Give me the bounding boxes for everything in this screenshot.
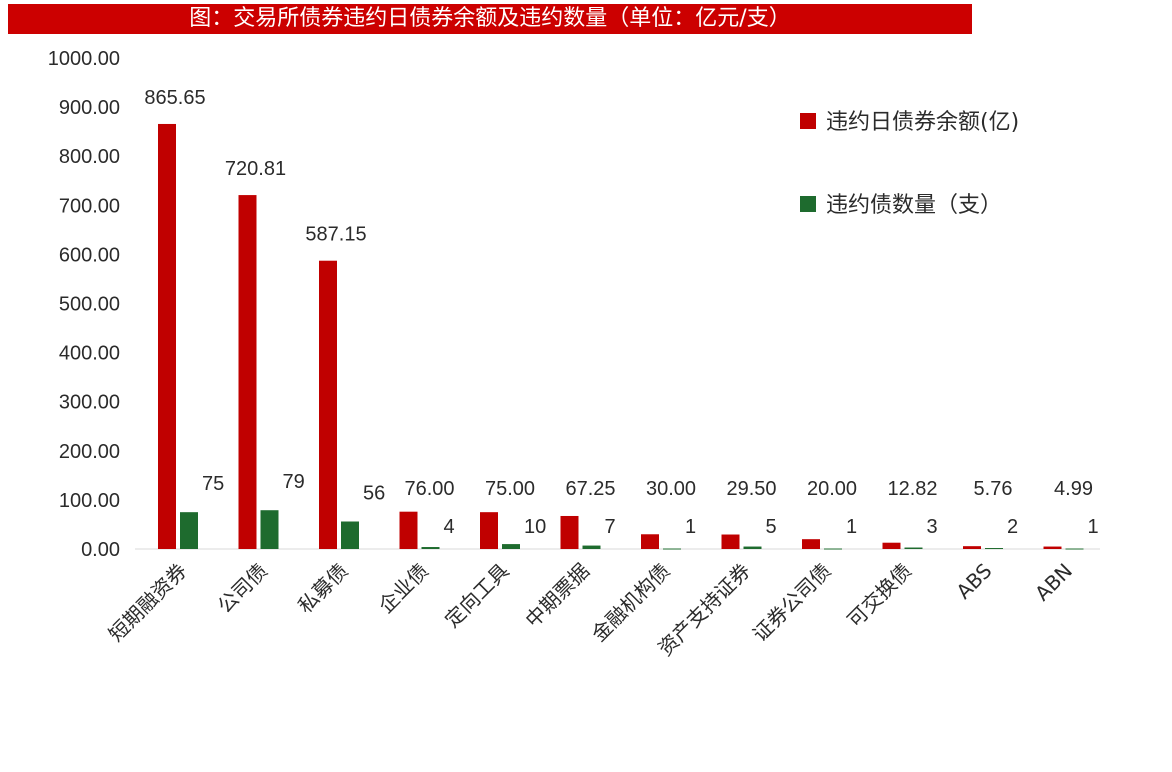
- legend-item: 违约日债券余额(亿): [800, 110, 1019, 135]
- data-label-count: 1: [685, 516, 696, 538]
- y-tick-label: 300.00: [59, 392, 120, 414]
- data-label-count: 56: [363, 483, 385, 505]
- bars: [158, 123, 1084, 550]
- category-label: ABN: [1030, 559, 1077, 606]
- y-tick-label: 0.00: [81, 539, 120, 561]
- y-tick-label: 900.00: [59, 97, 120, 119]
- bar-count: [824, 548, 842, 550]
- data-label-balance: 587.15: [305, 224, 366, 246]
- bar-count: [1065, 548, 1084, 550]
- bar-balance: [641, 534, 659, 549]
- data-label-count: 5: [766, 516, 777, 538]
- data-label-balance: 76.00: [404, 478, 454, 500]
- data-label-count: 79: [283, 471, 305, 493]
- bar-balance: [1043, 546, 1062, 549]
- data-label-count: 3: [927, 516, 938, 538]
- data-label-balance: 4.99: [1054, 478, 1093, 500]
- category-label: 公司债: [213, 559, 272, 618]
- bar-count: [985, 548, 1003, 550]
- bar-count: [180, 512, 198, 549]
- bar-count: [502, 544, 520, 549]
- bar-count: [663, 548, 681, 550]
- category-label: 中期票据: [520, 559, 594, 633]
- legend-item: 违约债数量（支）: [800, 193, 1002, 218]
- bar-balance: [560, 515, 579, 549]
- bar-balance: [963, 546, 981, 549]
- data-label-count: 4: [444, 516, 455, 538]
- bar-balance: [238, 195, 257, 550]
- y-tick-label: 600.00: [59, 244, 120, 266]
- data-label-balance: 865.65: [144, 87, 205, 109]
- data-label-balance: 12.82: [887, 478, 937, 500]
- bar-balance: [399, 511, 418, 549]
- y-tick-label: 800.00: [59, 146, 120, 168]
- y-tick-label: 100.00: [59, 490, 120, 512]
- data-label-count: 75: [202, 473, 224, 495]
- chart-title: 图：交易所债券违约日债券余额及违约数量（单位：亿元/支）: [8, 4, 972, 34]
- y-tick-label: 400.00: [59, 343, 120, 365]
- bar-count: [582, 545, 601, 549]
- category-label: 企业债: [374, 559, 433, 618]
- bar-count: [341, 521, 359, 549]
- data-label-balance: 29.50: [726, 478, 776, 500]
- bar-count: [260, 510, 279, 549]
- legend-label: 违约债数量（支）: [826, 193, 1002, 218]
- bar-count: [743, 546, 762, 549]
- legend-swatch: [800, 196, 816, 212]
- bar-balance: [802, 539, 820, 549]
- data-label-balance: 67.25: [565, 478, 615, 500]
- bar-balance: [319, 260, 337, 549]
- bar-balance: [882, 542, 901, 549]
- legend-label: 违约日债券余额(亿): [826, 110, 1019, 135]
- data-label-count: 7: [605, 516, 616, 538]
- y-tick-label: 500.00: [59, 294, 120, 316]
- y-tick-label: 700.00: [59, 195, 120, 217]
- y-axis: 0.00 100.00 200.00 300.00 400.00 500.00 600.00…: [48, 48, 120, 561]
- legend: 违约日债券余额(亿) 违约债数量（支）: [800, 110, 1019, 218]
- data-label-count: 10: [524, 516, 546, 538]
- bar-balance: [721, 534, 740, 549]
- data-label-balance: 75.00: [485, 478, 535, 500]
- bar-balance: [158, 123, 176, 549]
- data-label-count: 1: [846, 516, 857, 538]
- bar-balance: [480, 512, 498, 549]
- y-tick-label: 1000.00: [48, 48, 120, 70]
- data-label-count: 1: [1088, 516, 1099, 538]
- y-tick-label: 200.00: [59, 441, 120, 463]
- category-label: 金融机构债: [587, 559, 675, 647]
- category-label: 证券公司债: [748, 559, 836, 647]
- category-label: 定向工具: [440, 559, 514, 633]
- category-label: 可交换债: [842, 559, 916, 633]
- bar-count: [421, 547, 440, 549]
- category-label: ABS: [951, 559, 996, 604]
- data-label-balance: 30.00: [646, 478, 696, 500]
- category-label: 私募债: [293, 559, 352, 618]
- category-label: 短期融资券: [104, 559, 192, 647]
- bar-count: [904, 547, 923, 549]
- data-label-balance: 20.00: [807, 478, 857, 500]
- data-label-balance: 720.81: [225, 158, 286, 180]
- legend-swatch: [800, 113, 816, 129]
- data-label-count: 2: [1007, 516, 1018, 538]
- data-label-balance: 5.76: [974, 478, 1013, 500]
